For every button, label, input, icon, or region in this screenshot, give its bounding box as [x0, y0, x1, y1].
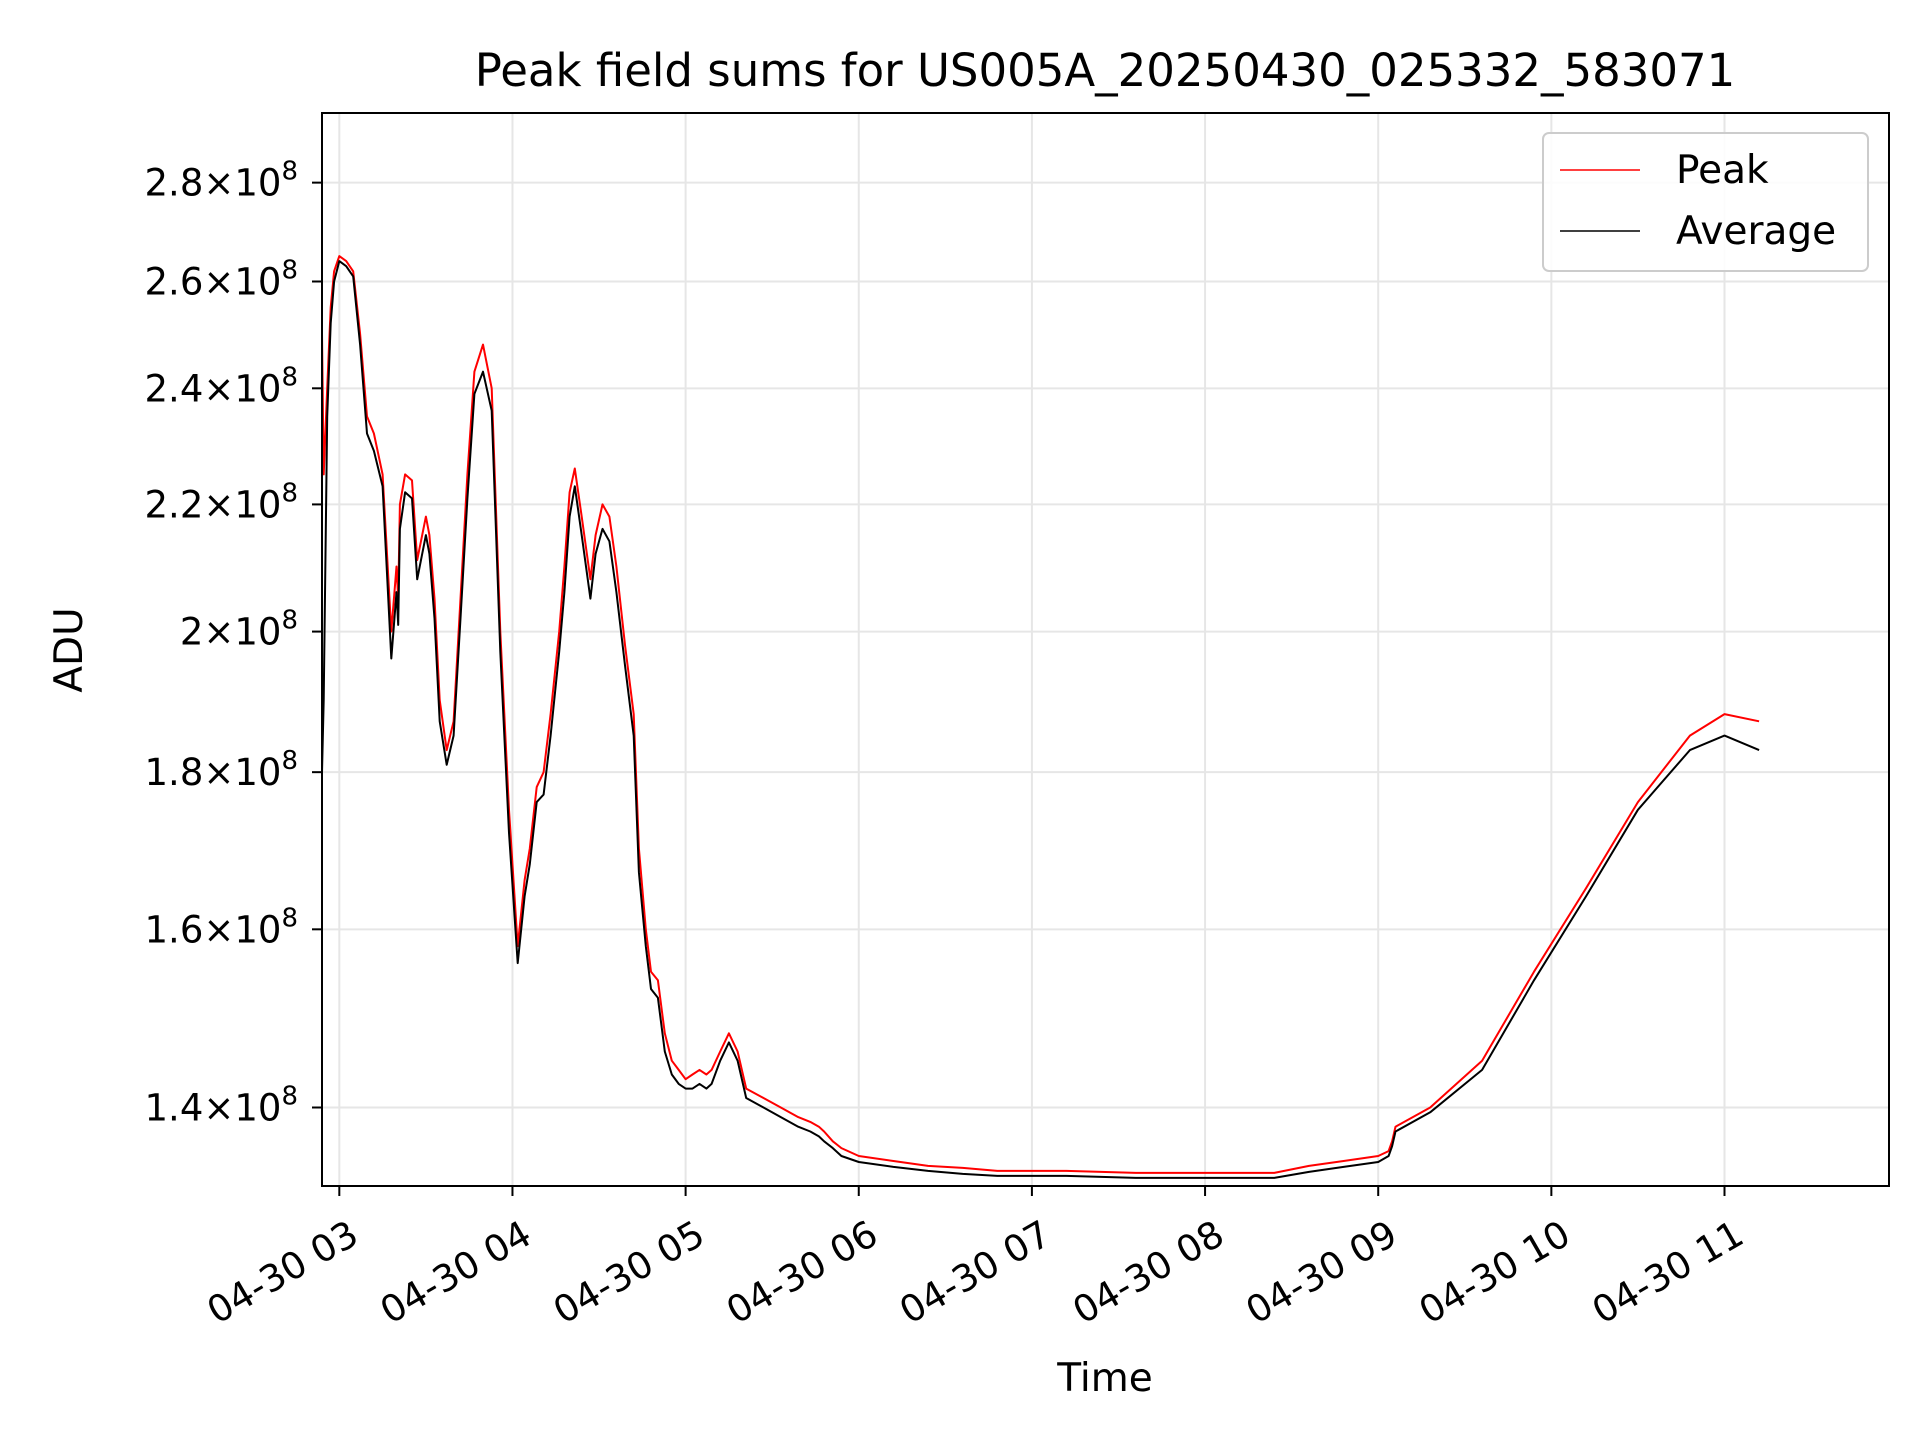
- y-tick-label: 2.8×108: [145, 157, 298, 205]
- x-tick-label: 04-30 04: [373, 1212, 539, 1332]
- y-tick-label: 1.8×108: [145, 746, 298, 794]
- y-tick-label: 1.6×108: [145, 903, 298, 951]
- legend-average-label: Average: [1676, 209, 1836, 254]
- x-tick-label: 04-30 03: [200, 1212, 366, 1332]
- x-tick-label: 04-30 10: [1412, 1212, 1578, 1332]
- series-line-average: [322, 260, 1760, 1179]
- x-tick-label: 04-30 06: [719, 1212, 885, 1332]
- chart-title: Peak field sums for US005A_20250430_0253…: [475, 44, 1736, 97]
- y-tick-label: 2.4×108: [145, 362, 298, 410]
- y-axis-label: ADU: [47, 607, 92, 692]
- grid: [322, 113, 1889, 1186]
- y-tick-label: 2.2×108: [145, 478, 298, 526]
- y-tick-label: 2×108: [180, 606, 298, 654]
- x-tick-label: 04-30 05: [546, 1212, 712, 1332]
- x-tick-label: 04-30 07: [892, 1212, 1058, 1332]
- legend-peak-label: Peak: [1676, 148, 1769, 193]
- plot-area-frame: [321, 112, 1890, 1187]
- legend-frame: [1542, 132, 1869, 272]
- y-tick-label: 2.6×108: [145, 256, 298, 304]
- y-tick-label: 1.4×108: [145, 1081, 298, 1129]
- series-lines: [322, 201, 1760, 1179]
- legend: Peak Average: [1542, 132, 1869, 272]
- x-tick-label: 04-30 08: [1066, 1212, 1232, 1332]
- x-tick-label: 04-30 09: [1239, 1212, 1405, 1332]
- x-tick-label: 04-30 11: [1585, 1212, 1751, 1332]
- x-axis: 04-30 03 04-30 04 04-30 05 04-30 06 04-30 07…: [200, 1186, 1751, 1333]
- x-axis-label: Time: [1056, 1356, 1152, 1401]
- y-axis: 1.4×108 1.6×108 1.8×108 2×108 2.2×108 2.4×108…: [145, 157, 322, 1129]
